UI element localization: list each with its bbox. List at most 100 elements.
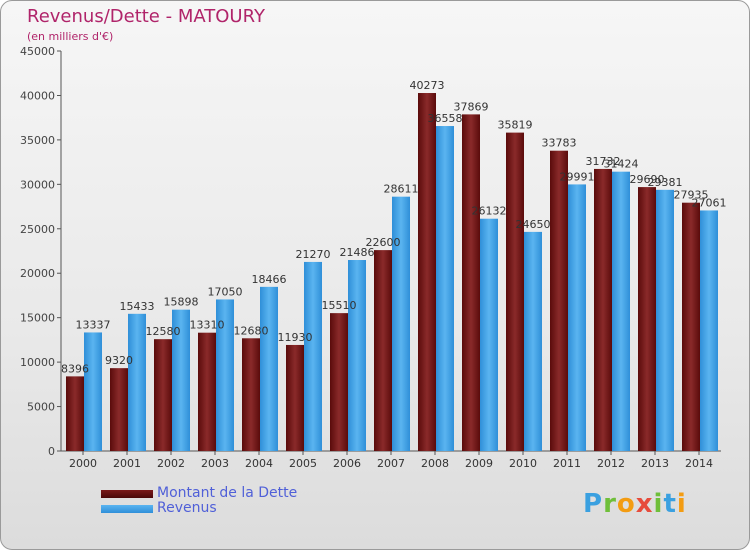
logo-letter: i	[653, 489, 664, 519]
x-tick-label: 2001	[113, 457, 141, 470]
x-tick-label: 2010	[509, 457, 537, 470]
data-label-revenus: 31424	[604, 158, 639, 171]
data-label-dette: 27935	[674, 189, 709, 202]
bar-revenus	[304, 261, 322, 451]
data-label-dette: 12680	[234, 324, 269, 337]
bar-dette	[374, 250, 392, 451]
data-label-revenus: 36558	[428, 112, 463, 125]
x-tick-label: 2011	[553, 457, 581, 470]
bar-revenus	[524, 231, 542, 451]
x-tick-label: 2012	[597, 457, 625, 470]
legend-swatch-dette	[101, 490, 153, 498]
proxiti-logo: Proxiti	[583, 489, 687, 519]
bar-revenus	[216, 299, 234, 451]
logo-letter: i	[676, 489, 687, 519]
bar-dette	[638, 187, 656, 452]
x-tick-label: 2013	[641, 457, 669, 470]
data-label-revenus: 18466	[252, 273, 287, 286]
data-label-revenus: 15433	[120, 300, 155, 313]
data-label-dette: 40273	[410, 79, 445, 92]
data-label-revenus: 29991	[560, 170, 595, 183]
x-tick-label: 2009	[465, 457, 493, 470]
bar-dette	[462, 114, 480, 452]
y-tick-label: 5000	[27, 401, 55, 414]
bar-revenus	[84, 332, 102, 451]
x-tick-label: 2006	[333, 457, 361, 470]
y-tick-label: 35000	[20, 134, 55, 147]
data-label-revenus: 26132	[472, 205, 507, 218]
bar-revenus	[700, 210, 718, 451]
data-label-revenus: 15898	[164, 296, 199, 309]
data-label-revenus: 28611	[384, 183, 419, 196]
data-label-revenus: 27061	[692, 196, 727, 209]
data-label-dette: 9320	[105, 354, 133, 367]
y-tick-label: 25000	[20, 223, 55, 236]
bar-revenus	[348, 260, 366, 451]
y-tick-label: 40000	[20, 89, 55, 102]
data-label-dette: 22600	[366, 236, 401, 249]
x-tick-label: 2000	[69, 457, 97, 470]
bar-dette	[154, 339, 172, 451]
bar-dette	[506, 132, 524, 451]
x-tick-label: 2014	[685, 457, 713, 470]
legend-swatch-revenus	[101, 505, 153, 513]
bar-dette	[418, 93, 436, 452]
x-tick-label: 2003	[201, 457, 229, 470]
logo-letter: r	[603, 489, 617, 519]
bar-revenus	[436, 126, 454, 451]
bar-revenus	[568, 184, 586, 451]
data-label-revenus: 17050	[208, 285, 243, 298]
logo-letter: x	[635, 489, 654, 519]
x-tick-label: 2002	[157, 457, 185, 470]
x-tick-label: 2004	[245, 457, 273, 470]
x-tick-label: 2005	[289, 457, 317, 470]
bar-dette	[110, 368, 128, 451]
bar-revenus	[172, 309, 190, 451]
data-label-revenus: 21270	[296, 248, 331, 261]
logo-letter: o	[616, 489, 636, 519]
data-label-revenus: 13337	[76, 318, 111, 331]
bar-revenus	[480, 218, 498, 451]
y-tick-label: 10000	[20, 356, 55, 369]
data-label-dette: 13310	[190, 319, 225, 332]
data-label-dette: 35819	[498, 119, 533, 132]
data-label-dette: 31732	[586, 155, 621, 168]
x-tick-label: 2008	[421, 457, 449, 470]
y-tick-label: 45000	[20, 45, 55, 58]
bar-revenus	[128, 313, 146, 451]
bar-dette	[330, 313, 348, 451]
y-tick-label: 0	[48, 445, 55, 458]
y-tick-label: 20000	[20, 267, 55, 280]
data-label-revenus: 24650	[516, 218, 551, 231]
bar-dette	[682, 202, 700, 451]
data-label-revenus: 21486	[340, 246, 375, 259]
logo-letter: P	[583, 489, 604, 519]
bar-dette	[550, 150, 568, 451]
data-label-dette: 15510	[322, 299, 357, 312]
bar-dette	[286, 344, 304, 451]
data-label-revenus: 29381	[648, 176, 683, 189]
x-tick-label: 2007	[377, 457, 405, 470]
legend-label-revenus: Revenus	[157, 500, 217, 516]
data-label-dette: 33783	[542, 137, 577, 150]
bar-dette	[66, 376, 84, 451]
bar-dette	[198, 332, 216, 451]
bar-revenus	[392, 196, 410, 451]
data-label-dette: 8396	[61, 362, 89, 375]
data-label-dette: 12580	[146, 325, 181, 338]
logo-letter: t	[663, 489, 677, 519]
bar-revenus	[656, 189, 674, 451]
data-label-dette: 37869	[454, 100, 489, 113]
legend-label-dette: Montant de la Dette	[157, 485, 298, 501]
chart-title: Revenus/Dette - MATOURY	[27, 6, 265, 27]
bar-revenus	[612, 171, 630, 452]
y-tick-label: 15000	[20, 312, 55, 325]
bar-dette	[594, 168, 612, 451]
data-label-dette: 29690	[630, 173, 665, 186]
chart-subtitle: (en milliers d'€)	[27, 30, 114, 43]
y-tick-label: 30000	[20, 178, 55, 191]
bar-revenus	[260, 286, 278, 451]
bar-dette	[242, 338, 260, 451]
